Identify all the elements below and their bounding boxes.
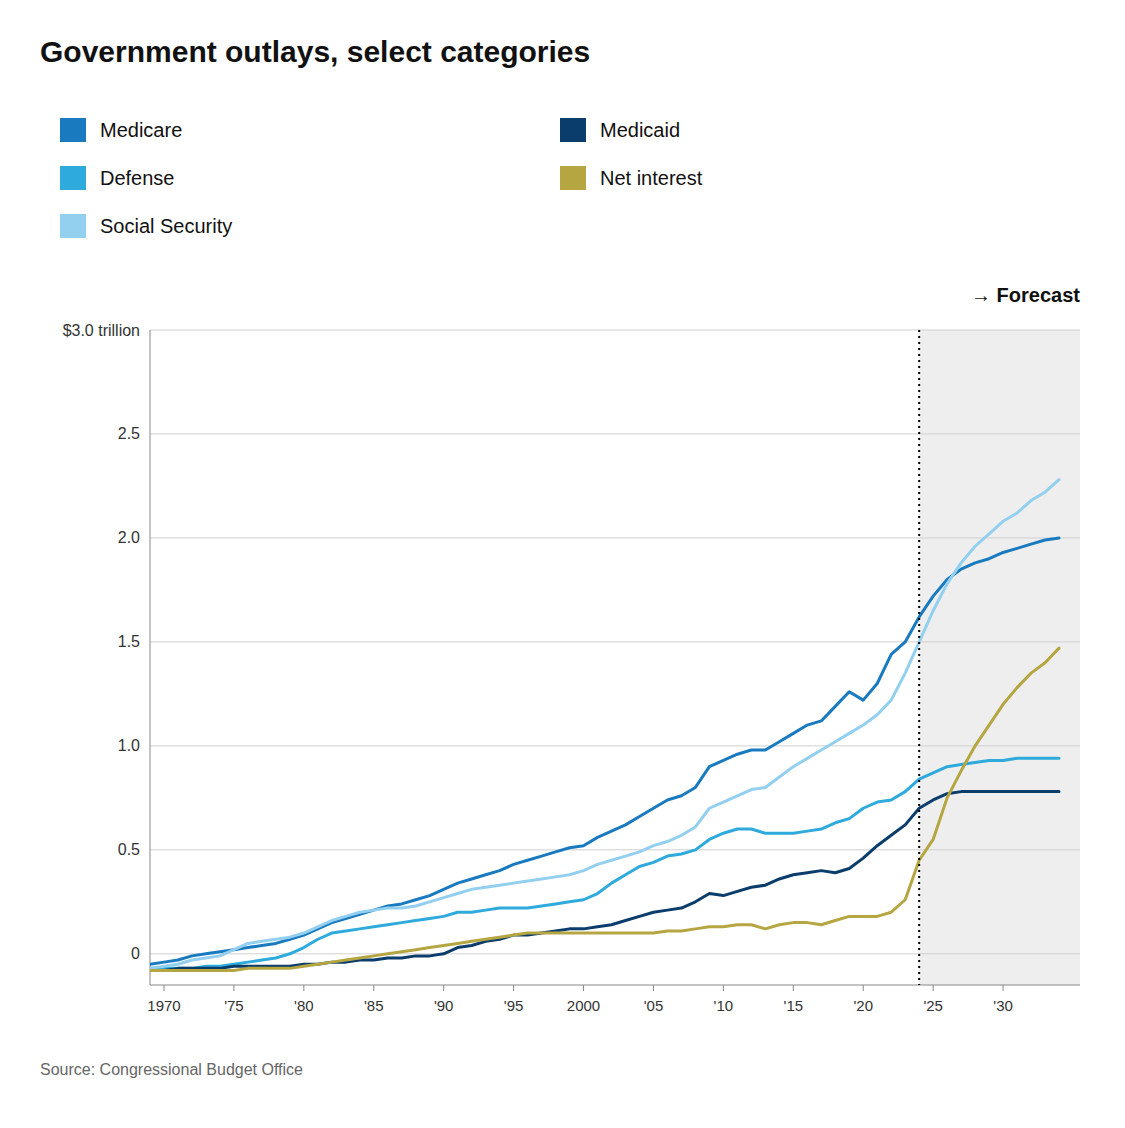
legend-swatch <box>60 166 86 190</box>
legend-swatch <box>60 214 86 238</box>
legend-swatch <box>560 166 586 190</box>
legend-item: Medicaid <box>560 118 680 142</box>
x-tick <box>443 985 444 991</box>
legend-label: Defense <box>100 167 175 189</box>
x-tick-label: '85 <box>364 997 384 1014</box>
y-tick-label: 1.0 <box>118 737 140 754</box>
x-tick <box>793 985 794 991</box>
grid-line <box>150 641 1080 642</box>
x-tick-label: '95 <box>504 997 524 1014</box>
plot-lines <box>150 330 1059 985</box>
legend-label: Medicare <box>100 119 182 141</box>
x-tick-label: '80 <box>294 997 314 1014</box>
series-line <box>150 648 1059 970</box>
legend-swatch <box>560 118 586 142</box>
x-tick-label: 2000 <box>567 997 600 1014</box>
x-tick <box>1003 985 1004 991</box>
legend-item: Medicare <box>60 118 182 142</box>
annotation: → Forecast <box>971 284 1080 306</box>
x-tick-label: '30 <box>993 997 1013 1014</box>
plot-background <box>919 330 1080 985</box>
x-tick <box>583 985 584 991</box>
grid-line <box>150 849 1080 850</box>
x-tick <box>513 985 514 991</box>
series-line <box>150 480 1059 969</box>
x-tick <box>863 985 864 991</box>
y-tick-label: 2.0 <box>118 529 140 546</box>
x-tick-label: '05 <box>644 997 664 1014</box>
x-tick-label: '20 <box>853 997 873 1014</box>
y-tick-label: 2.5 <box>118 425 140 442</box>
y-tick-label: 1.5 <box>118 633 140 650</box>
forecast-line <box>918 330 920 985</box>
x-tick-label: '25 <box>923 997 943 1014</box>
grid-line <box>150 745 1080 746</box>
grid-line <box>150 433 1080 434</box>
chart: Government outlays, select categories Med… <box>0 0 1125 1128</box>
x-tick-label: '75 <box>224 997 244 1014</box>
legend-item: Net interest <box>560 166 703 190</box>
x-tick <box>653 985 654 991</box>
y-tick-label: 0.5 <box>118 841 140 858</box>
legend-label: Net interest <box>600 167 703 189</box>
x-axis-line <box>150 985 1080 986</box>
grid-line <box>150 537 1080 538</box>
x-tick <box>933 985 934 991</box>
x-tick <box>723 985 724 991</box>
forecast-region <box>919 330 1080 985</box>
y-tick-label: $3.0 trillion <box>63 322 140 339</box>
legend-label: Medicaid <box>600 119 680 141</box>
y-tick-label: 0 <box>131 945 140 962</box>
x-tick-label: '90 <box>434 997 454 1014</box>
x-tick <box>303 985 304 991</box>
series-line <box>150 538 1059 964</box>
x-tick <box>163 985 164 991</box>
title: Government outlays, select categories <box>40 35 590 68</box>
legend-label: Social Security <box>100 215 232 237</box>
source: Source: Congressional Budget Office <box>40 1061 303 1078</box>
x-tick <box>373 985 374 991</box>
legend-item: Defense <box>60 166 175 190</box>
legend-item: Social Security <box>60 214 232 238</box>
series-line <box>150 792 1059 971</box>
legend-swatch <box>60 118 86 142</box>
x-tick <box>233 985 234 991</box>
x-tick-label: '15 <box>784 997 804 1014</box>
y-axis-line <box>150 330 151 985</box>
x-tick-label: '10 <box>714 997 734 1014</box>
x-tick-label: 1970 <box>147 997 180 1014</box>
grid-line <box>150 330 1080 331</box>
